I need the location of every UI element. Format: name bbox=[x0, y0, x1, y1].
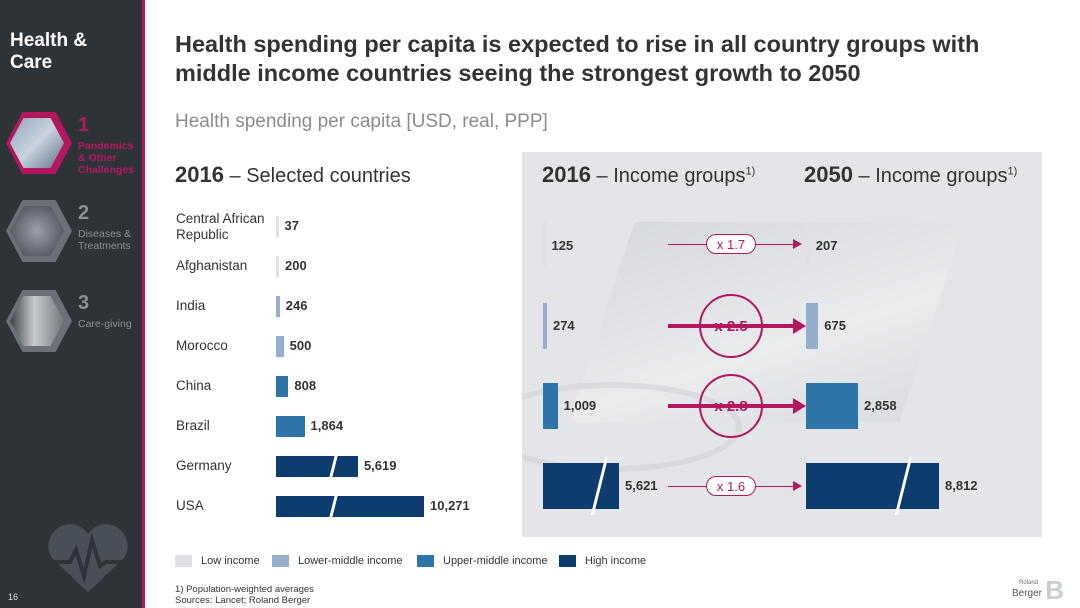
footnote-marker: 1) bbox=[1007, 165, 1018, 178]
legend-item-high: High income bbox=[559, 555, 646, 567]
growth-factor-badge: x 2.8 bbox=[699, 374, 763, 438]
chart-title-year: 2050 bbox=[804, 162, 853, 187]
sidebar-item-label: Diseases & Treatments bbox=[78, 228, 132, 252]
brand-name-small: Roland bbox=[1018, 580, 1038, 586]
growth-factor-badge: x 1.7 bbox=[706, 234, 756, 254]
bar bbox=[276, 455, 358, 477]
section-title: Health & Care bbox=[10, 30, 88, 73]
footnote-line: 1) Population-weighted averages bbox=[175, 584, 314, 595]
sidebar-item-number: 2 bbox=[78, 202, 90, 224]
heart-pulse-icon bbox=[44, 524, 132, 592]
footnote-marker: 1) bbox=[745, 165, 756, 178]
bar-value-label: 808 bbox=[294, 378, 317, 393]
bar-value-label: 500 bbox=[289, 338, 312, 353]
legend-item-lower-middle: Lower-middle income bbox=[272, 555, 403, 567]
sidebar: Health & Care 1 Pandemics & Other Challe… bbox=[0, 0, 145, 608]
chart-title-income-2016: 2016 – Income groups1) bbox=[542, 162, 755, 188]
bar bbox=[276, 295, 280, 317]
arrow-head-icon bbox=[793, 481, 802, 491]
legend-swatch bbox=[417, 555, 434, 567]
chart-title-text: – Selected countries bbox=[223, 165, 411, 187]
bar bbox=[276, 495, 424, 517]
bar-value-label: 8,812 bbox=[945, 478, 978, 493]
bar bbox=[543, 383, 558, 429]
sidebar-item-label: Care-giving bbox=[78, 318, 132, 330]
brand-mark: B bbox=[1045, 575, 1064, 605]
page-title: Health spending per capita is expected t… bbox=[175, 31, 980, 86]
legend-item-low: Low income bbox=[175, 555, 260, 567]
bar-value-label: 1,864 bbox=[310, 418, 344, 433]
bar bbox=[543, 303, 547, 349]
bar bbox=[806, 303, 819, 349]
legend-swatch bbox=[272, 555, 289, 567]
chart-title-text: – Income groups bbox=[852, 165, 1008, 187]
page-number: 16 bbox=[8, 592, 19, 602]
legend-item-upper-middle: Upper-middle income bbox=[417, 555, 548, 567]
growth-factor-badge: x 1.6 bbox=[706, 476, 756, 496]
sidebar-item-diseases[interactable]: 2 Diseases & Treatments bbox=[4, 200, 142, 270]
bar-value-label: 37 bbox=[284, 218, 299, 233]
caregiver-photo-icon bbox=[10, 296, 64, 346]
category-label: Afghanistan bbox=[176, 258, 248, 273]
chart-title-year: 2016 bbox=[175, 162, 224, 187]
category-label: Morocco bbox=[176, 338, 228, 353]
bar bbox=[276, 415, 305, 437]
bar-value-label: 246 bbox=[285, 298, 308, 313]
sidebar-item-caregiving[interactable]: 3 Care-giving bbox=[4, 290, 142, 360]
growth-factor-badge: x 2.5 bbox=[699, 294, 763, 358]
sidebar-item-number: 3 bbox=[78, 292, 90, 314]
bar-value-label: 675 bbox=[824, 318, 846, 333]
brand-logo: Roland Berger B bbox=[1010, 576, 1070, 604]
legend-label: Lower-middle income bbox=[298, 555, 403, 567]
legend-label: Upper-middle income bbox=[443, 555, 548, 567]
sidebar-item-pandemics[interactable]: 1 Pandemics & Other Challenges bbox=[4, 112, 142, 182]
bar-value-label: 274 bbox=[552, 318, 575, 333]
category-label: USA bbox=[176, 498, 204, 513]
bar-value-label: 207 bbox=[815, 238, 838, 253]
bar-value-label: 10,271 bbox=[430, 498, 470, 513]
bar bbox=[276, 335, 284, 357]
brand-name: Berger bbox=[1011, 588, 1042, 599]
footnote-sources: Sources: Lancet; Roland Berger bbox=[175, 595, 311, 606]
bar-value-label: 125 bbox=[551, 238, 574, 253]
chart-title-countries: 2016 – Selected countries bbox=[175, 162, 411, 188]
category-label: Germany bbox=[176, 458, 232, 473]
arrow-head-icon bbox=[793, 398, 806, 414]
bar bbox=[276, 375, 289, 397]
bar bbox=[543, 221, 546, 267]
chart-title-income-2050: 2050 – Income groups1) bbox=[804, 162, 1017, 188]
bar bbox=[276, 255, 280, 277]
bar-value-label: 5,621 bbox=[625, 478, 658, 493]
footnote: 1) Population-weighted averages Sources:… bbox=[175, 584, 314, 606]
category-label: Central African Republic bbox=[176, 211, 265, 242]
category-label: China bbox=[176, 378, 212, 393]
bar-value-label: 2,858 bbox=[864, 398, 897, 413]
bar bbox=[806, 383, 858, 429]
chart-subtitle: Health spending per capita [USD, real, P… bbox=[175, 111, 548, 132]
chart-title-text: – Income groups bbox=[590, 165, 746, 187]
category-label: India bbox=[176, 298, 206, 313]
bar bbox=[543, 463, 619, 509]
arrow-head-icon bbox=[793, 318, 806, 334]
bar-value-label: 200 bbox=[285, 258, 307, 273]
sidebar-item-label: Pandemics & Other Challenges bbox=[78, 140, 135, 176]
bar-value-label: 5,619 bbox=[363, 458, 397, 473]
arrow-head-icon bbox=[793, 239, 802, 249]
legend-label: High income bbox=[585, 555, 647, 567]
bar bbox=[806, 463, 939, 509]
bar bbox=[276, 215, 279, 237]
bar bbox=[806, 221, 810, 267]
category-label: Brazil bbox=[176, 418, 210, 433]
legend-swatch bbox=[175, 555, 192, 567]
legend-swatch bbox=[559, 555, 576, 567]
sidebar-item-number: 1 bbox=[78, 114, 90, 136]
legend-label: Low income bbox=[201, 555, 260, 567]
bar-value-label: 1,009 bbox=[563, 398, 597, 413]
chart-title-year: 2016 bbox=[542, 162, 591, 187]
